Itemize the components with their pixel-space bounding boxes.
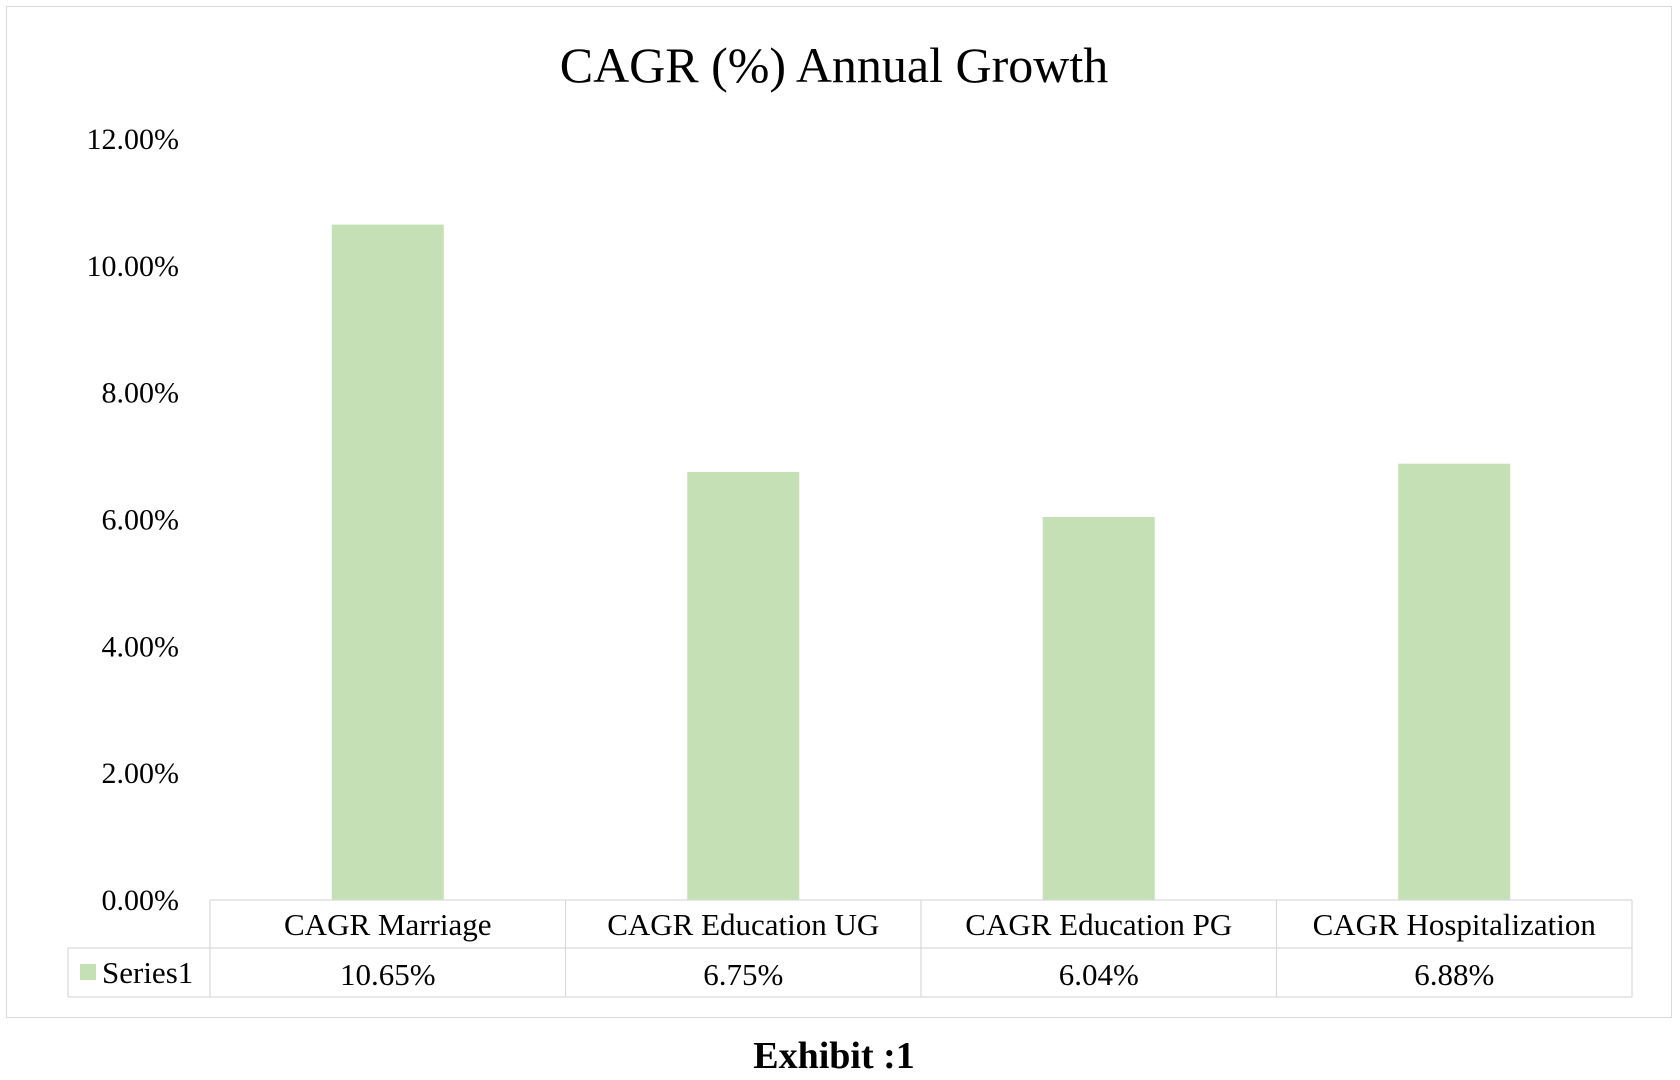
bar: [687, 471, 800, 900]
bars: [331, 224, 1511, 901]
y-axis-ticks: 0.00% 2.00% 4.00% 6.00% 8.00% 10.00% 12.00%: [87, 123, 180, 917]
y-tick-label: 6.00%: [102, 504, 180, 537]
legend-key: [80, 964, 96, 980]
exhibit-caption: Exhibit :1: [753, 1035, 915, 1077]
y-tick-label: 8.00%: [102, 377, 180, 410]
bar: [331, 224, 444, 901]
bar: [1042, 516, 1155, 900]
y-tick-label: 10.00%: [87, 250, 180, 283]
category-label: CAGR Marriage: [284, 907, 491, 942]
legend-series-name: Series1: [102, 955, 193, 990]
y-tick-label: 0.00%: [102, 884, 180, 917]
y-tick-label: 4.00%: [102, 630, 180, 663]
chart-frame: [6, 6, 1672, 1018]
data-table: CAGR Marriage CAGR Education UG CAGR Educa…: [67, 899, 1633, 998]
y-tick-label: 2.00%: [102, 757, 180, 790]
bar: [1398, 463, 1511, 900]
category-label: CAGR Education PG: [965, 907, 1232, 942]
y-tick-label: 12.00%: [87, 123, 180, 156]
chart-title: CAGR (%) Annual Growth: [560, 37, 1109, 93]
data-value-label: 10.65%: [340, 957, 436, 992]
data-value-label: 6.75%: [703, 957, 783, 992]
category-label: CAGR Education UG: [607, 907, 879, 942]
data-value-label: 6.04%: [1059, 957, 1139, 992]
category-label: CAGR Hospitalization: [1313, 907, 1597, 942]
data-value-label: 6.88%: [1414, 957, 1494, 992]
